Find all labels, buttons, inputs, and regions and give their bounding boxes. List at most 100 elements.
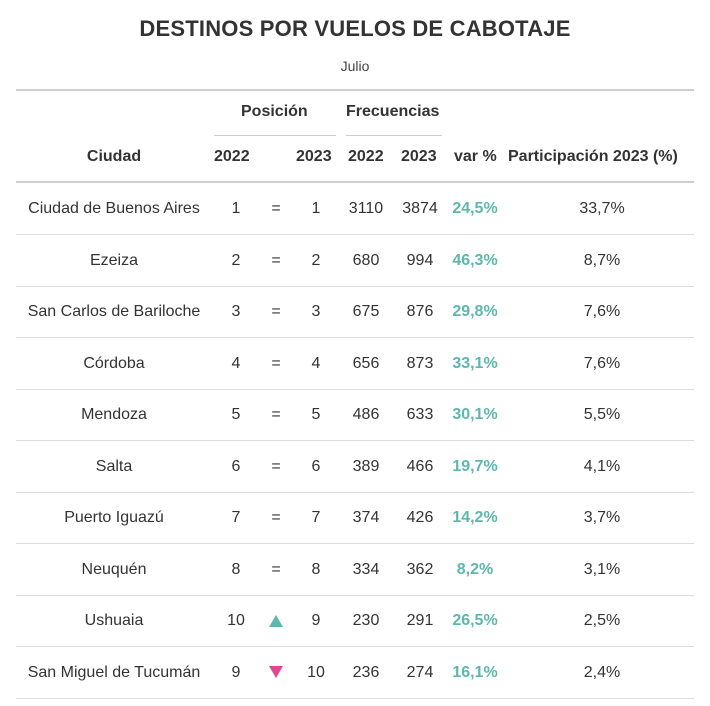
variation-cell: 26,5% xyxy=(452,612,498,629)
frequency-2022-cell: 675 xyxy=(352,303,380,320)
header-rule xyxy=(16,181,694,183)
frequency-2023-cell: 274 xyxy=(406,663,434,681)
city-cell: Puerto Iguazú xyxy=(64,509,164,526)
variation-cell: 29,8% xyxy=(452,303,498,320)
participation-cell: 7,6% xyxy=(583,354,621,372)
table-row: Puerto Iguazú 7 7 374 426 14,2% 3,7% = xyxy=(16,492,694,544)
frequency-2022-cell: 486 xyxy=(352,406,380,423)
rank-up-icon xyxy=(266,595,286,646)
position-2022-cell: 6 xyxy=(231,457,241,475)
position-2022-cell: 10 xyxy=(227,612,245,629)
frequency-2022-cell: 3110 xyxy=(348,200,384,217)
city-cell: Mendoza xyxy=(81,406,147,423)
variation-cell: 33,1% xyxy=(452,354,498,372)
header-freq-2022: 2022 xyxy=(348,148,384,165)
city-cell: San Miguel de Tucumán xyxy=(27,663,201,681)
header-pos-2022: 2022 xyxy=(214,148,250,165)
city-cell: Neuquén xyxy=(81,560,147,578)
frequency-2022-cell: 230 xyxy=(352,612,380,629)
group-underline-posicion xyxy=(214,135,336,136)
participation-cell: 3,1% xyxy=(583,560,621,578)
position-2022-cell: 4 xyxy=(231,354,241,372)
position-2023-cell: 2 xyxy=(311,251,321,269)
frequency-2023-cell: 466 xyxy=(406,457,434,475)
position-2023-cell: 6 xyxy=(311,457,321,475)
city-cell: Ushuaia xyxy=(84,612,144,629)
table-row: Mendoza 5 5 486 633 30,1% 5,5% = xyxy=(16,389,694,441)
rank-unchanged-mark: = xyxy=(271,560,281,578)
rank-unchanged-mark: = xyxy=(271,303,281,320)
rank-unchanged-mark: = xyxy=(271,251,281,269)
variation-cell: 24,5% xyxy=(452,200,498,217)
position-2022-cell: 7 xyxy=(231,509,241,526)
table-row: Córdoba 4 4 656 873 33,1% 7,6% = xyxy=(16,338,694,390)
header-ciudad: Ciudad xyxy=(86,148,142,165)
participation-cell: 5,5% xyxy=(583,406,621,423)
variation-cell: 19,7% xyxy=(452,457,498,475)
triangle-up-icon xyxy=(269,614,283,627)
participation-cell: 7,6% xyxy=(583,303,621,320)
header-freq-2023: 2023 xyxy=(401,148,437,165)
frequency-2023-cell: 3874 xyxy=(402,200,438,217)
chart-subtitle: Julio xyxy=(340,58,370,74)
frequency-2022-cell: 374 xyxy=(352,509,380,526)
position-2022-cell: 5 xyxy=(231,406,241,423)
rank-unchanged-mark: = xyxy=(271,354,281,372)
table-row: Salta 6 6 389 466 19,7% 4,1% = xyxy=(16,441,694,493)
frequency-2023-cell: 876 xyxy=(406,303,434,320)
variation-cell: 46,3% xyxy=(452,251,498,269)
city-cell: Ciudad de Buenos Aires xyxy=(28,200,200,217)
city-cell: Ezeiza xyxy=(89,251,139,269)
table-row: Ciudad de Buenos Aires 1 1 3110 3874 24,5% 33,… xyxy=(16,183,694,235)
participation-cell: 8,7% xyxy=(583,251,621,269)
table-row: Ushuaia 10 9 230 291 26,5% 2,5% xyxy=(16,595,694,647)
group-underline-frecuencias xyxy=(346,135,442,136)
variation-cell: 8,2% xyxy=(456,560,494,578)
city-cell: Salta xyxy=(95,457,133,475)
city-cell: Córdoba xyxy=(83,354,145,372)
position-2022-cell: 3 xyxy=(231,303,241,320)
frequency-2023-cell: 362 xyxy=(406,560,434,578)
table-row: San Miguel de Tucumán 9 10 236 274 16,1% 2,4% xyxy=(16,647,694,699)
top-rule xyxy=(16,89,694,91)
frequency-2022-cell: 334 xyxy=(352,560,380,578)
frequency-2023-cell: 633 xyxy=(406,406,434,423)
table-row: San Carlos de Bariloche 3 3 675 876 29,8% 7,6%… xyxy=(16,286,694,338)
rank-unchanged-mark: = xyxy=(271,457,281,475)
variation-cell: 30,1% xyxy=(452,406,498,423)
frequency-2023-cell: 873 xyxy=(406,354,434,372)
rank-unchanged-mark: = xyxy=(271,509,281,526)
position-2022-cell: 1 xyxy=(231,200,241,217)
frequency-2023-cell: 994 xyxy=(406,251,434,269)
table-row: Neuquén 8 8 334 362 8,2% 3,1% = xyxy=(16,544,694,596)
participation-cell: 3,7% xyxy=(583,509,621,526)
frequency-2022-cell: 236 xyxy=(352,663,380,681)
position-2023-cell: 7 xyxy=(311,509,321,526)
rank-unchanged-mark: = xyxy=(271,406,281,423)
variation-cell: 14,2% xyxy=(452,509,498,526)
participation-cell: 33,7% xyxy=(579,200,625,217)
participation-cell: 4,1% xyxy=(583,457,621,475)
participation-cell: 2,5% xyxy=(583,612,621,629)
position-2022-cell: 9 xyxy=(231,663,241,681)
table-row: Ezeiza 2 2 680 994 46,3% 8,7% = xyxy=(16,235,694,287)
position-2023-cell: 5 xyxy=(311,406,321,423)
position-2023-cell: 10 xyxy=(307,663,325,681)
rank-unchanged-mark: = xyxy=(271,200,281,217)
position-2023-cell: 3 xyxy=(311,303,321,320)
frequency-2022-cell: 389 xyxy=(352,457,380,475)
frequency-2022-cell: 656 xyxy=(352,354,380,372)
position-2023-cell: 9 xyxy=(311,612,321,629)
rank-down-icon xyxy=(266,647,286,698)
chart-title: DESTINOS POR VUELOS DE CABOTAJE xyxy=(139,16,571,41)
position-2023-cell: 8 xyxy=(311,560,321,578)
header-participacion: Participación 2023 (%) xyxy=(508,148,678,165)
participation-cell: 2,4% xyxy=(583,663,621,681)
position-2022-cell: 8 xyxy=(231,560,241,578)
frequency-2023-cell: 426 xyxy=(406,509,434,526)
variation-cell: 16,1% xyxy=(452,663,498,681)
frequency-2022-cell: 680 xyxy=(352,251,380,269)
group-header-frecuencias: Frecuencias xyxy=(346,103,440,120)
position-2023-cell: 1 xyxy=(311,200,321,217)
